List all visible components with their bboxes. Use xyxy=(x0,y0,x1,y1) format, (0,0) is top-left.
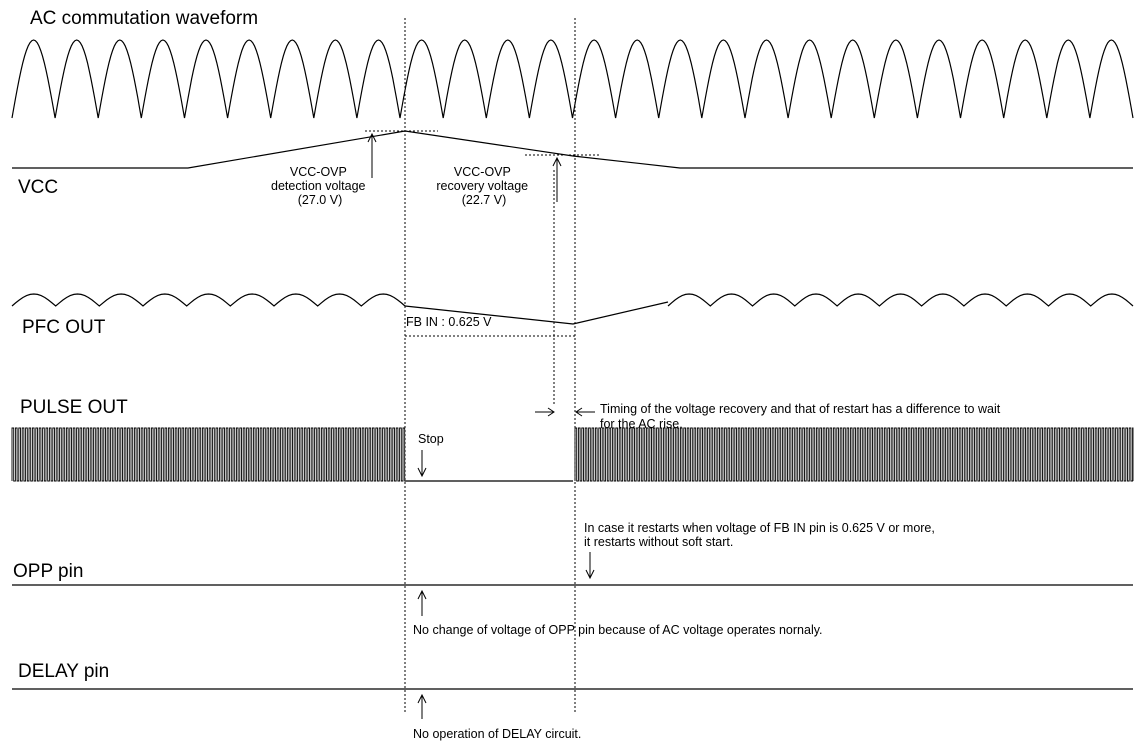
vcc-label: VCC xyxy=(18,177,58,198)
delay-note-text: No operation of DELAY circuit. xyxy=(413,727,581,741)
ovp-detect-text: VCC-OVP detection voltage (27.0 V) xyxy=(271,165,369,207)
fb-in-text: FB IN : 0.625 V xyxy=(406,315,492,329)
pfc-out-ripple-left xyxy=(11,293,406,307)
pfc-out-label: PFC OUT xyxy=(22,317,106,338)
restart-text: In case it restarts when voltage of FB I… xyxy=(584,521,938,549)
vcc-waveform xyxy=(12,130,1133,169)
pfc-out-dip xyxy=(404,301,669,325)
opp-pin-label: OPP pin xyxy=(13,561,83,582)
pulse-out-train-left xyxy=(11,427,406,482)
ac-waveform xyxy=(11,39,1134,119)
stop-text: Stop xyxy=(418,432,444,446)
ovp-recover-text: VCC-OVP recovery voltage (22.7 V) xyxy=(436,165,531,207)
ovp-detect-arrowhead xyxy=(367,132,377,143)
ac-waveform-label: AC commutation waveform xyxy=(30,8,258,29)
ovp-recover-arrowhead xyxy=(552,156,562,167)
pulse-out-train-right xyxy=(574,427,1134,482)
delay-pin-label: DELAY pin xyxy=(18,661,109,682)
opp-note-text: No change of voltage of OPP pin because … xyxy=(413,623,823,637)
timing-text: Timing of the voltage recovery and that … xyxy=(600,402,1004,431)
pfc-out-ripple-right xyxy=(667,293,1134,307)
pulse-out-label: PULSE OUT xyxy=(20,397,128,418)
